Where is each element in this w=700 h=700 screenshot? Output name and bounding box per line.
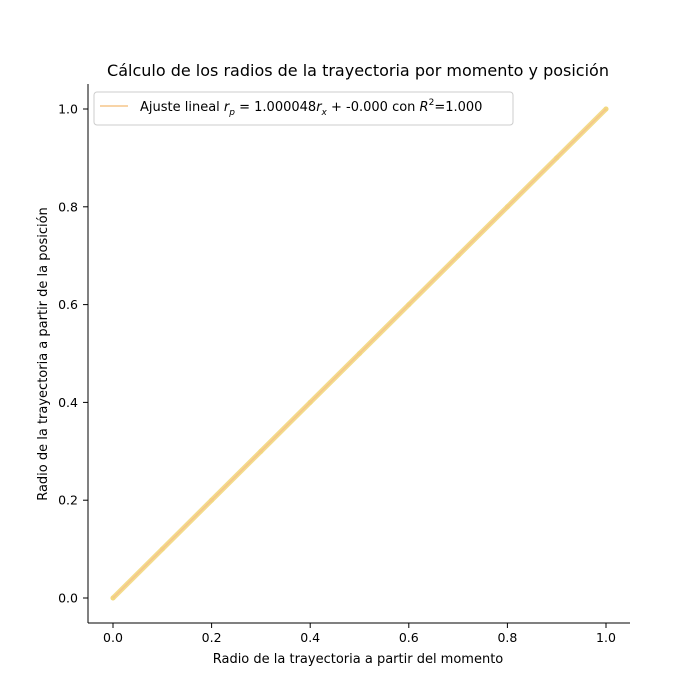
y-tick-label: 0.2 [58,493,78,508]
x-tick-label: 0.2 [202,630,222,645]
x-tick-label: 0.0 [103,630,123,645]
plot-area [110,106,609,601]
y-tick-label: 0.0 [58,591,78,606]
x-tick-label: 1.0 [596,630,616,645]
y-tick-label: 0.4 [58,395,78,410]
legend: Ajuste lineal rp = 1.000048rx + -0.000 c… [93,91,514,126]
x-tick-label: 0.6 [399,630,419,645]
y-tick-label: 1.0 [58,102,78,117]
x-axis-label: Radio de la trayectoria a partir del mom… [213,652,504,667]
x-axis-ticks: 0.0 0.2 0.4 0.6 0.8 1.0 [103,623,616,645]
x-tick-label: 0.4 [300,630,320,645]
fit-line [112,108,607,599]
chart-title: Cálculo de los radios de la trayectoria … [107,61,609,80]
y-axis-ticks: 0.0 0.2 0.4 0.6 0.8 1.0 [58,102,88,606]
y-tick-label: 0.6 [58,297,78,312]
y-axis-label: Radio de la trayectoria a partir de la p… [36,207,51,501]
y-tick-label: 0.8 [58,199,78,214]
legend-box [93,91,514,126]
legend-label-fit: Ajuste lineal rp = 1.000048rx + -0.000 c… [140,98,482,118]
x-tick-label: 0.8 [497,630,517,645]
